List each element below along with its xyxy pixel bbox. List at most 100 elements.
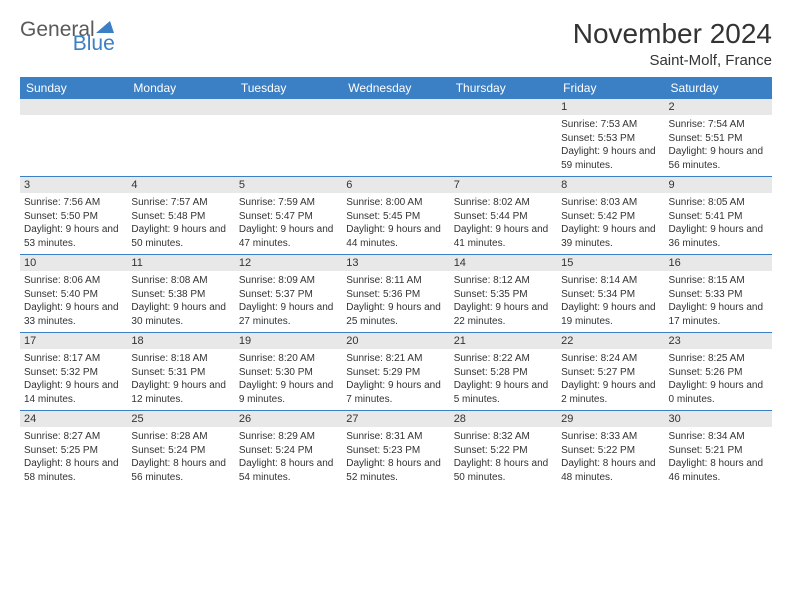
- day-header: Sunday: [20, 77, 127, 99]
- day-cell: [20, 99, 127, 177]
- day-info: Sunrise: 8:14 AMSunset: 5:34 PMDaylight:…: [561, 274, 660, 328]
- daylight-line: Daylight: 9 hours and 56 minutes.: [669, 145, 768, 172]
- day-number: 27: [342, 411, 449, 427]
- day-cell: 23Sunrise: 8:25 AMSunset: 5:26 PMDayligh…: [665, 333, 772, 411]
- week-row: 17 Sunrise: 8:17 AMSunset: 5:32 PMDayligh…: [20, 333, 772, 411]
- sunset-line: Sunset: 5:53 PM: [561, 132, 660, 146]
- sunrise-line: Sunrise: 7:53 AM: [561, 118, 660, 132]
- sunrise-line: Sunrise: 8:20 AM: [239, 352, 338, 366]
- sunset-line: Sunset: 5:38 PM: [131, 288, 230, 302]
- sunset-line: Sunset: 5:27 PM: [561, 366, 660, 380]
- sunset-line: Sunset: 5:30 PM: [239, 366, 338, 380]
- day-cell: 13Sunrise: 8:11 AMSunset: 5:36 PMDayligh…: [342, 255, 449, 333]
- daylight-line: Daylight: 8 hours and 46 minutes.: [669, 457, 768, 484]
- day-header: Friday: [557, 77, 664, 99]
- day-info: Sunrise: 8:12 AMSunset: 5:35 PMDaylight:…: [454, 274, 553, 328]
- day-info: Sunrise: 8:22 AMSunset: 5:28 PMDaylight:…: [454, 352, 553, 406]
- month-title: November 2024: [573, 18, 772, 50]
- day-header-row: SundayMondayTuesdayWednesdayThursdayFrid…: [20, 77, 772, 99]
- day-number: 13: [342, 255, 449, 271]
- sunset-line: Sunset: 5:45 PM: [346, 210, 445, 224]
- sunset-line: Sunset: 5:22 PM: [454, 444, 553, 458]
- day-info: Sunrise: 8:18 AMSunset: 5:31 PMDaylight:…: [131, 352, 230, 406]
- day-cell: [342, 99, 449, 177]
- day-cell: 25Sunrise: 8:28 AMSunset: 5:24 PMDayligh…: [127, 411, 234, 489]
- day-cell: 2Sunrise: 7:54 AMSunset: 5:51 PMDaylight…: [665, 99, 772, 177]
- daylight-line: Daylight: 9 hours and 2 minutes.: [561, 379, 660, 406]
- week-row: 1 Sunrise: 7:53 AMSunset: 5:53 PM Daylight…: [20, 99, 772, 177]
- day-cell: 27Sunrise: 8:31 AMSunset: 5:23 PMDayligh…: [342, 411, 449, 489]
- day-number: 26: [235, 411, 342, 427]
- day-cell: 30Sunrise: 8:34 AMSunset: 5:21 PMDayligh…: [665, 411, 772, 489]
- calendar-body: 1 Sunrise: 7:53 AMSunset: 5:53 PM Daylight…: [20, 99, 772, 488]
- sunset-line: Sunset: 5:41 PM: [669, 210, 768, 224]
- day-number: 1: [557, 99, 664, 115]
- day-cell: 14Sunrise: 8:12 AMSunset: 5:35 PMDayligh…: [450, 255, 557, 333]
- day-number: 7: [450, 177, 557, 193]
- day-cell: 29 Sunrise: 8:33 AMSunset: 5:22 PMDayligh…: [557, 411, 664, 489]
- day-cell: 5Sunrise: 7:59 AMSunset: 5:47 PMDaylight…: [235, 177, 342, 255]
- sunrise-line: Sunrise: 8:09 AM: [239, 274, 338, 288]
- day-number: 21: [450, 333, 557, 349]
- day-cell: 21 Sunrise: 8:22 AMSunset: 5:28 PMDayligh…: [450, 333, 557, 411]
- day-number: 24: [20, 411, 127, 427]
- day-number: 29: [557, 411, 664, 427]
- sunset-line: Sunset: 5:31 PM: [131, 366, 230, 380]
- day-info: Sunrise: 8:33 AMSunset: 5:22 PMDaylight:…: [561, 430, 660, 484]
- day-number: [450, 99, 557, 115]
- sunrise-line: Sunrise: 8:18 AM: [131, 352, 230, 366]
- sunrise-line: Sunrise: 8:00 AM: [346, 196, 445, 210]
- day-number: 10: [20, 255, 127, 271]
- day-number: 15: [557, 255, 664, 271]
- day-cell: [450, 99, 557, 177]
- day-info: Sunrise: 8:27 AMSunset: 5:25 PMDaylight:…: [24, 430, 123, 484]
- daylight-line: Daylight: 8 hours and 52 minutes.: [346, 457, 445, 484]
- sunrise-line: Sunrise: 8:29 AM: [239, 430, 338, 444]
- day-info: Sunrise: 8:28 AMSunset: 5:24 PMDaylight:…: [131, 430, 230, 484]
- day-number: 30: [665, 411, 772, 427]
- day-number: 2: [665, 99, 772, 115]
- sunset-line: Sunset: 5:25 PM: [24, 444, 123, 458]
- day-cell: 10Sunrise: 8:06 AMSunset: 5:40 PMDayligh…: [20, 255, 127, 333]
- day-cell: 20Sunrise: 8:21 AMSunset: 5:29 PMDayligh…: [342, 333, 449, 411]
- day-info: Sunrise: 8:17 AMSunset: 5:32 PMDaylight:…: [24, 352, 123, 406]
- sunset-line: Sunset: 5:24 PM: [131, 444, 230, 458]
- daylight-line: Daylight: 9 hours and 30 minutes.: [131, 301, 230, 328]
- sunset-line: Sunset: 5:32 PM: [24, 366, 123, 380]
- sunset-line: Sunset: 5:40 PM: [24, 288, 123, 302]
- daylight-line: Daylight: 9 hours and 0 minutes.: [669, 379, 768, 406]
- day-info: Sunrise: 8:03 AMSunset: 5:42 PMDaylight:…: [561, 196, 660, 250]
- daylight-line: Daylight: 9 hours and 53 minutes.: [24, 223, 123, 250]
- day-info: Sunrise: 7:56 AMSunset: 5:50 PMDaylight:…: [24, 196, 123, 250]
- sunset-line: Sunset: 5:51 PM: [669, 132, 768, 146]
- location: Saint-Molf, France: [573, 52, 772, 69]
- day-number: 6: [342, 177, 449, 193]
- day-info: Sunrise: 8:29 AMSunset: 5:24 PMDaylight:…: [239, 430, 338, 484]
- week-row: 10Sunrise: 8:06 AMSunset: 5:40 PMDayligh…: [20, 255, 772, 333]
- day-info: Sunrise: 7:59 AMSunset: 5:47 PMDaylight:…: [239, 196, 338, 250]
- day-cell: 11Sunrise: 8:08 AMSunset: 5:38 PMDayligh…: [127, 255, 234, 333]
- sunrise-line: Sunrise: 8:21 AM: [346, 352, 445, 366]
- sunset-line: Sunset: 5:34 PM: [561, 288, 660, 302]
- day-number: 17: [20, 333, 127, 349]
- day-info: Sunrise: 8:05 AMSunset: 5:41 PMDaylight:…: [669, 196, 768, 250]
- day-header: Monday: [127, 77, 234, 99]
- sunrise-line: Sunrise: 8:14 AM: [561, 274, 660, 288]
- daylight-line: Daylight: 8 hours and 48 minutes.: [561, 457, 660, 484]
- sunrise-line: Sunrise: 8:11 AM: [346, 274, 445, 288]
- sunrise-line: Sunrise: 8:03 AM: [561, 196, 660, 210]
- daylight-line: Daylight: 9 hours and 27 minutes.: [239, 301, 338, 328]
- day-cell: 3Sunrise: 7:56 AMSunset: 5:50 PMDaylight…: [20, 177, 127, 255]
- sunset-line: Sunset: 5:48 PM: [131, 210, 230, 224]
- day-header: Wednesday: [342, 77, 449, 99]
- day-header: Thursday: [450, 77, 557, 99]
- day-info: Sunrise: 8:02 AMSunset: 5:44 PMDaylight:…: [454, 196, 553, 250]
- sunrise-line: Sunrise: 8:32 AM: [454, 430, 553, 444]
- day-info: Sunrise: 8:32 AMSunset: 5:22 PMDaylight:…: [454, 430, 553, 484]
- sunrise-line: Sunrise: 7:56 AM: [24, 196, 123, 210]
- daylight-line: Daylight: 8 hours and 54 minutes.: [239, 457, 338, 484]
- title-block: November 2024 Saint-Molf, France: [573, 18, 772, 69]
- daylight-line: Daylight: 9 hours and 14 minutes.: [24, 379, 123, 406]
- daylight-line: Daylight: 8 hours and 58 minutes.: [24, 457, 123, 484]
- daylight-line: Daylight: 9 hours and 9 minutes.: [239, 379, 338, 406]
